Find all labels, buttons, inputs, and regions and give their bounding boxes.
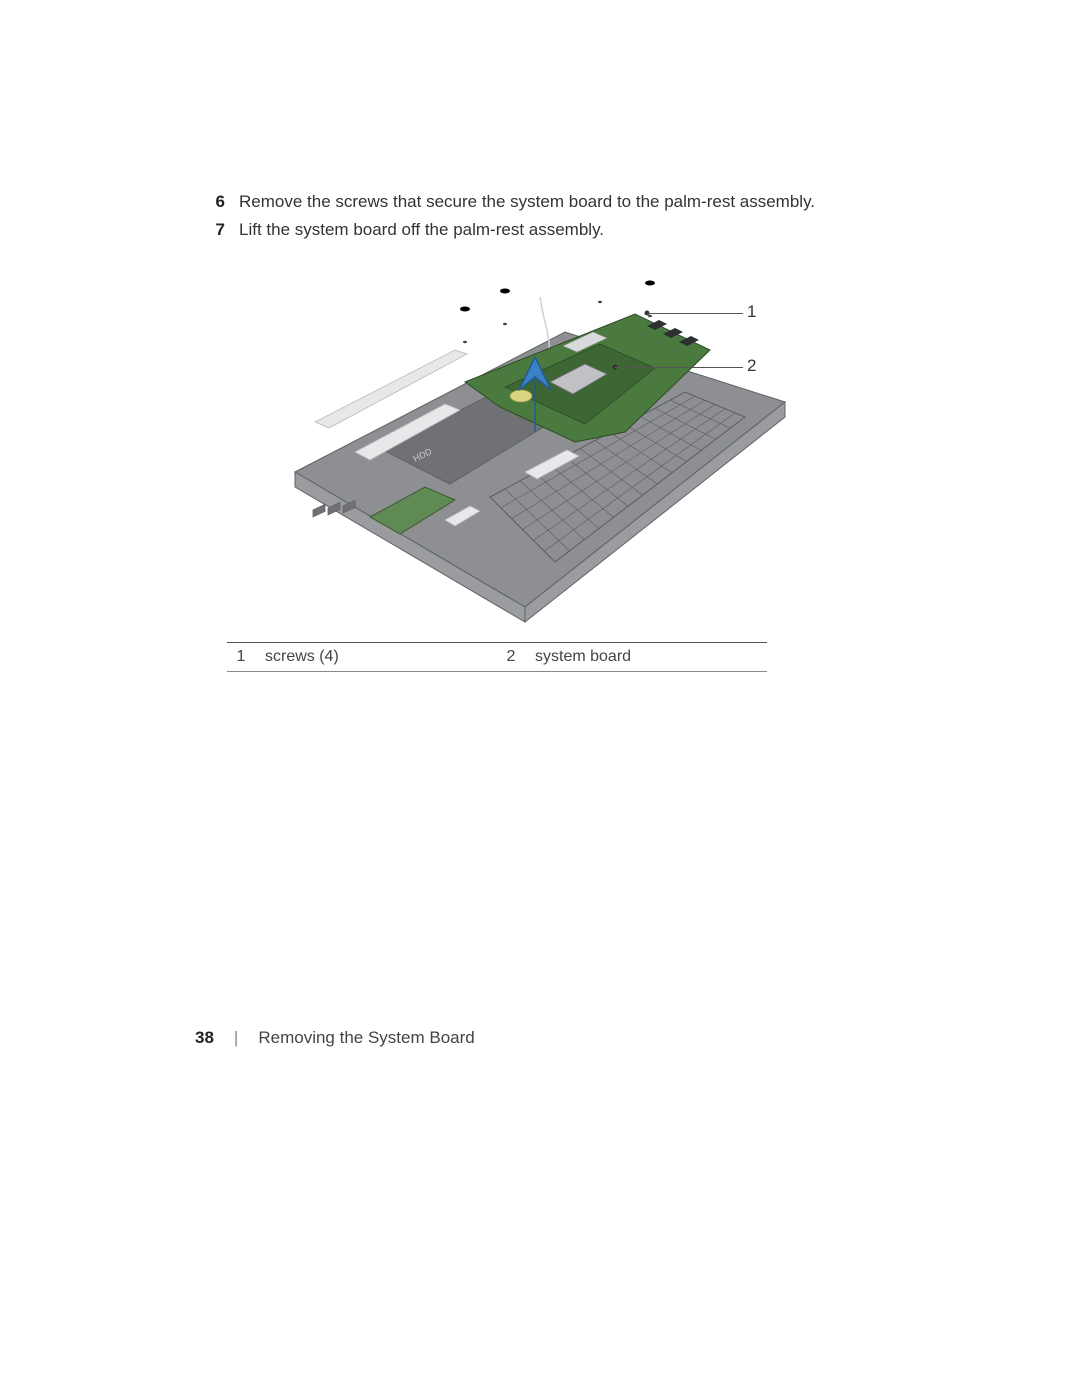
page-footer: 38 | Removing the System Board: [195, 1028, 475, 1048]
step-text: Lift the system board off the palm-rest …: [239, 218, 885, 242]
legend-table: 1 screws (4) 2 system board: [227, 642, 767, 672]
step-number: 6: [195, 190, 239, 214]
palmrest-assembly: HDD: [295, 297, 785, 622]
footer-divider: |: [234, 1028, 238, 1048]
diagram-figure: HDD: [195, 272, 885, 642]
legend-num: 2: [497, 648, 535, 666]
callout-line: [615, 367, 743, 368]
system-board-diagram: HDD: [255, 272, 815, 642]
page-number: 38: [195, 1028, 214, 1048]
step-text: Remove the screws that secure the system…: [239, 190, 885, 214]
section-title: Removing the System Board: [258, 1028, 474, 1048]
callout-line: [647, 313, 743, 314]
legend-label: screws (4): [265, 648, 497, 666]
callout-number: 1: [747, 302, 756, 322]
step-row: 6 Remove the screws that secure the syst…: [195, 190, 885, 214]
step-row: 7 Lift the system board off the palm-res…: [195, 218, 885, 242]
callout-number: 2: [747, 356, 756, 376]
legend-label: system board: [535, 648, 767, 666]
instruction-steps: 6 Remove the screws that secure the syst…: [195, 190, 885, 242]
step-number: 7: [195, 218, 239, 242]
legend-num: 1: [227, 648, 265, 666]
